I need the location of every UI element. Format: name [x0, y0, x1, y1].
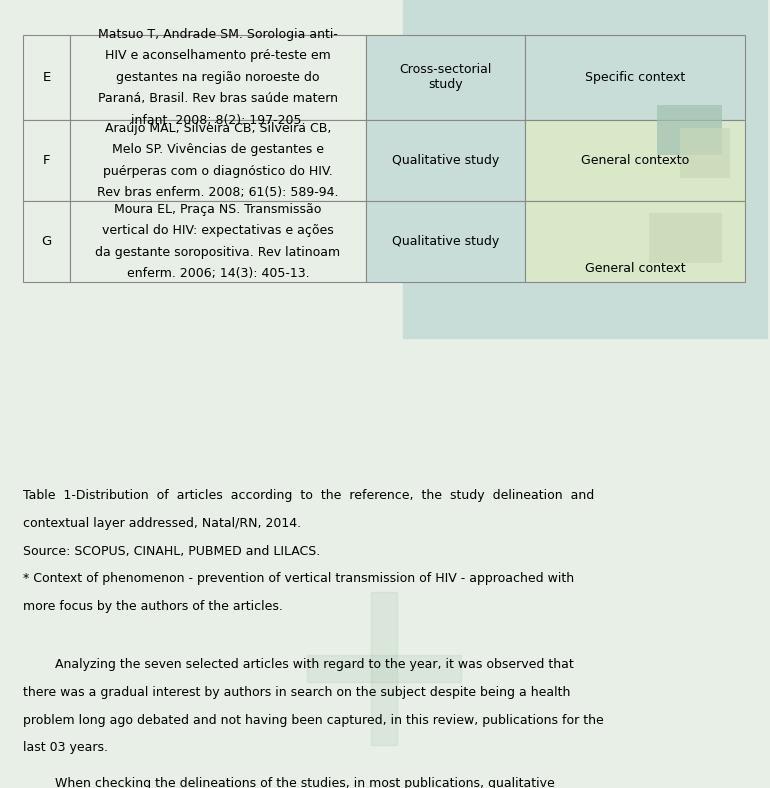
- Text: more focus by the authors of the articles.: more focus by the authors of the article…: [23, 600, 283, 613]
- Bar: [70, 35, 366, 120]
- Text: vertical do HIV: expectativas e ações: vertical do HIV: expectativas e ações: [102, 225, 334, 237]
- Bar: [23, 120, 70, 201]
- Text: Source: SCOPUS, CINAHL, PUBMED and LILACS.: Source: SCOPUS, CINAHL, PUBMED and LILAC…: [23, 545, 320, 558]
- Text: Rev bras enferm. 2008; 61(5): 589-94.: Rev bras enferm. 2008; 61(5): 589-94.: [97, 186, 339, 199]
- Bar: [649, 213, 722, 263]
- Text: Melo SP. Vivências de gestantes e: Melo SP. Vivências de gestantes e: [112, 143, 324, 156]
- Text: When checking the delineations of the studies, in most publications, qualitative: When checking the delineations of the st…: [23, 777, 555, 788]
- Text: puérperas com o diagnóstico do HIV.: puérperas com o diagnóstico do HIV.: [103, 165, 333, 178]
- Text: Table  1-Distribution  of  articles  according  to  the  reference,  the  study : Table 1-Distribution of articles accordi…: [23, 489, 594, 503]
- Bar: [23, 201, 70, 282]
- Text: Cross-sectorial
study: Cross-sectorial study: [399, 63, 491, 91]
- Bar: [403, 0, 768, 338]
- Text: there was a gradual interest by authors in search on the subject despite being a: there was a gradual interest by authors …: [23, 686, 571, 699]
- Text: Specific context: Specific context: [585, 71, 685, 84]
- Text: last 03 years.: last 03 years.: [23, 742, 108, 754]
- Text: da gestante soropositiva. Rev latinoam: da gestante soropositiva. Rev latinoam: [95, 246, 340, 258]
- Bar: [680, 128, 730, 177]
- Bar: [70, 120, 366, 201]
- FancyArrow shape: [370, 592, 397, 745]
- Bar: [366, 120, 525, 201]
- Text: gestantes na região noroeste do: gestantes na região noroeste do: [116, 71, 320, 84]
- Text: enferm. 2006; 14(3): 405-13.: enferm. 2006; 14(3): 405-13.: [127, 267, 310, 281]
- Text: General context: General context: [584, 262, 685, 275]
- Bar: [525, 120, 745, 201]
- Text: Paraná, Brasil. Rev bras saúde matern: Paraná, Brasil. Rev bras saúde matern: [98, 92, 338, 106]
- Text: Matsuo T, Andrade SM. Sorologia anti-: Matsuo T, Andrade SM. Sorologia anti-: [98, 28, 338, 41]
- Text: contextual layer addressed, Natal/RN, 2014.: contextual layer addressed, Natal/RN, 20…: [23, 517, 301, 530]
- Bar: [23, 35, 70, 120]
- Text: problem long ago debated and not having been captured, in this review, publicati: problem long ago debated and not having …: [23, 714, 604, 727]
- Bar: [525, 35, 745, 120]
- Text: General contexto: General contexto: [581, 154, 689, 167]
- Text: HIV e aconselhamento pré-teste em: HIV e aconselhamento pré-teste em: [105, 50, 331, 62]
- Bar: [657, 105, 722, 154]
- Text: infant. 2008; 8(2): 197-205.: infant. 2008; 8(2): 197-205.: [131, 113, 305, 127]
- Text: Moura EL, Praça NS. Transmissão: Moura EL, Praça NS. Transmissão: [114, 203, 322, 216]
- Bar: [525, 201, 745, 282]
- Text: Qualitative study: Qualitative study: [392, 235, 499, 248]
- Bar: [70, 201, 366, 282]
- Text: G: G: [42, 235, 52, 248]
- Text: E: E: [42, 71, 51, 84]
- Bar: [366, 201, 525, 282]
- Text: Qualitative study: Qualitative study: [392, 154, 499, 167]
- Bar: [366, 35, 525, 120]
- FancyArrow shape: [307, 655, 461, 682]
- Text: F: F: [43, 154, 50, 167]
- Text: * Context of phenomenon - prevention of vertical transmission of HIV - approache: * Context of phenomenon - prevention of …: [23, 572, 574, 585]
- Text: Analyzing the seven selected articles with regard to the year, it was observed t: Analyzing the seven selected articles wi…: [23, 659, 574, 671]
- Text: Araújo MAL, Silveira CB, Silveira CB,: Araújo MAL, Silveira CB, Silveira CB,: [105, 121, 331, 135]
